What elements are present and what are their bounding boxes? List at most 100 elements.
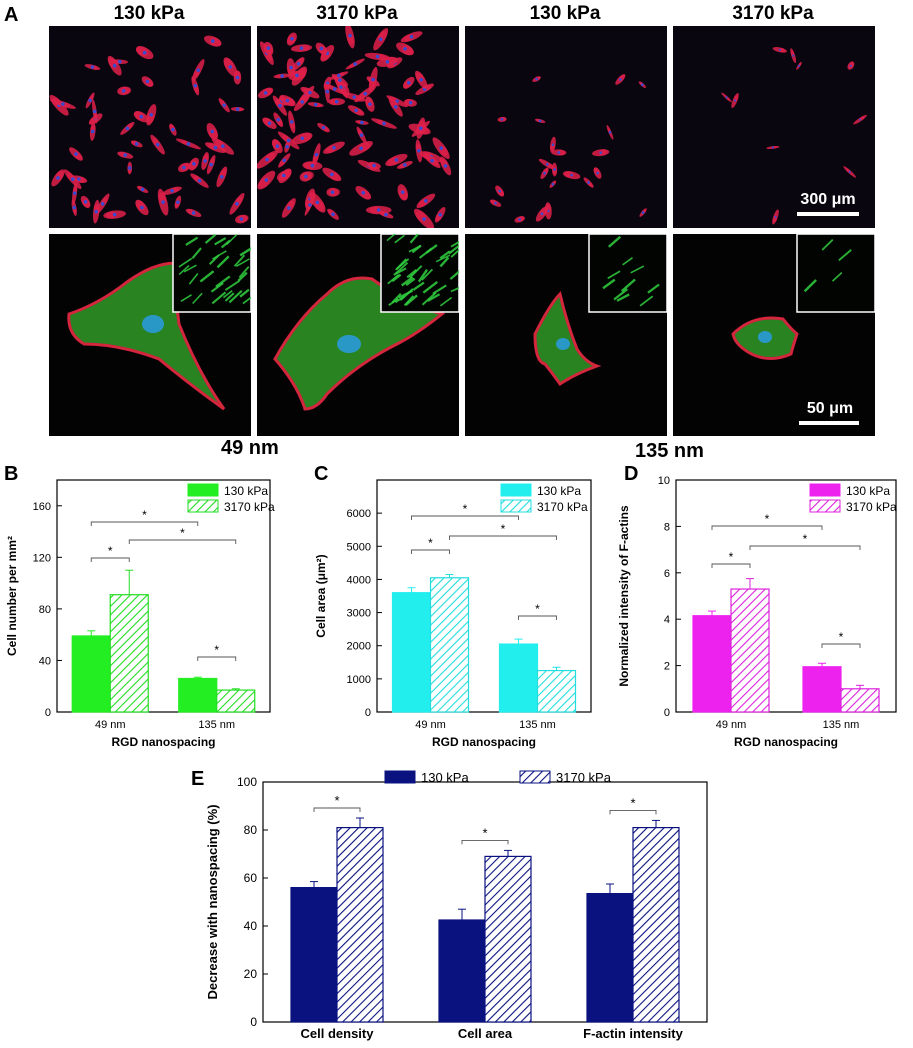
cell: [766, 145, 780, 150]
nucleus: [56, 176, 60, 180]
cell: [135, 199, 149, 216]
bar: [484, 855, 532, 1023]
nucleus: [90, 65, 95, 69]
nucleus: [382, 121, 386, 126]
cell: [551, 149, 567, 156]
nucleus: [176, 200, 180, 205]
nucleus: [774, 215, 777, 219]
nucleus: [77, 177, 81, 181]
bar: [290, 886, 338, 1023]
cell: [191, 76, 200, 96]
y-tick-label: 0: [250, 1015, 257, 1029]
nucleus: [353, 62, 358, 66]
cell: [368, 66, 378, 93]
nucleus: [332, 145, 336, 150]
bar: [109, 594, 149, 713]
significance-bracket: [749, 545, 861, 550]
nucleus: [145, 79, 150, 84]
panel-label-c: C: [314, 463, 329, 485]
significance-star: *: [142, 508, 147, 522]
significance-star: *: [839, 630, 844, 644]
nucleus: [220, 175, 224, 179]
scale-bar-top: [797, 212, 859, 216]
cell: [413, 208, 435, 228]
nucleus: [518, 218, 522, 221]
cell: [397, 184, 408, 201]
cell: [49, 99, 76, 109]
cell: [258, 87, 274, 99]
nucleus: [94, 209, 99, 214]
nucleus: [403, 47, 407, 51]
cell: [276, 169, 292, 181]
nucleus: [849, 64, 852, 67]
scale-label-bottom: 50 μm: [806, 400, 854, 417]
y-tick-label: 100: [237, 775, 257, 789]
significance-star: *: [428, 536, 433, 550]
nucleus: [375, 54, 380, 59]
nucleus: [235, 75, 240, 80]
y-tick-label: 160: [33, 501, 51, 513]
cell: [639, 208, 647, 217]
y-tick-label: 4000: [347, 574, 371, 586]
inset-focal-adhesions: [588, 234, 667, 313]
y-tick-label: 80: [244, 823, 258, 837]
nucleus: [142, 50, 147, 55]
nucleus: [142, 315, 164, 333]
cell: [796, 61, 802, 70]
cell: [218, 98, 230, 113]
nucleus: [371, 77, 375, 82]
cell: [127, 161, 133, 175]
y-tick-label: 120: [33, 552, 51, 564]
significance-bracket: [313, 807, 361, 812]
cell: [286, 32, 297, 46]
nucleus: [239, 217, 244, 221]
x-axis-label: RGD nanospacing: [111, 735, 215, 749]
cell: [262, 117, 277, 129]
y-tick-label: 0: [365, 707, 371, 719]
cell: [772, 47, 787, 53]
nucleus: [334, 99, 339, 104]
cell: [371, 118, 397, 129]
y-tick-label: 10: [658, 475, 670, 487]
cell: [192, 59, 205, 82]
cell: [150, 134, 165, 155]
legend-swatch: [519, 770, 551, 784]
significance-bracket: [411, 549, 450, 554]
nucleus: [540, 212, 544, 216]
cell: [315, 42, 328, 55]
cell: [188, 157, 199, 171]
x-tick-label: 135 nm: [198, 719, 235, 731]
column-header-2: 3170 kPa: [316, 3, 398, 24]
nucleus: [570, 173, 573, 177]
nucleus: [92, 109, 97, 114]
cell: [322, 167, 342, 182]
nucleus: [304, 174, 308, 179]
cell: [216, 166, 228, 188]
cell: [141, 76, 154, 88]
nucleus: [221, 144, 225, 148]
legend-label: 130 kPa: [224, 484, 268, 498]
cell: [327, 208, 339, 220]
y-tick-label: 40: [244, 919, 258, 933]
cell: [562, 171, 581, 180]
legend-label: 130 kPa: [846, 484, 890, 498]
cell: [549, 136, 556, 153]
nucleus: [330, 190, 335, 195]
significance-bracket: [711, 563, 751, 568]
nucleus: [408, 100, 413, 105]
nucleus: [321, 125, 326, 130]
y-tick-label: 60: [244, 871, 258, 885]
nucleus: [438, 212, 442, 217]
y-axis-label: Decrease with nanospacing (%): [205, 804, 220, 999]
cell: [638, 81, 647, 89]
cell: [92, 99, 98, 124]
significance-star: *: [765, 512, 770, 526]
cell: [355, 120, 369, 125]
micrograph-49nm-3170kpa-high: [257, 234, 459, 436]
cell: [388, 97, 403, 117]
nucleus: [74, 152, 78, 156]
nucleus: [407, 80, 411, 85]
legend-swatch: [500, 483, 532, 497]
nucleus: [209, 162, 213, 167]
nucleus: [139, 114, 144, 119]
